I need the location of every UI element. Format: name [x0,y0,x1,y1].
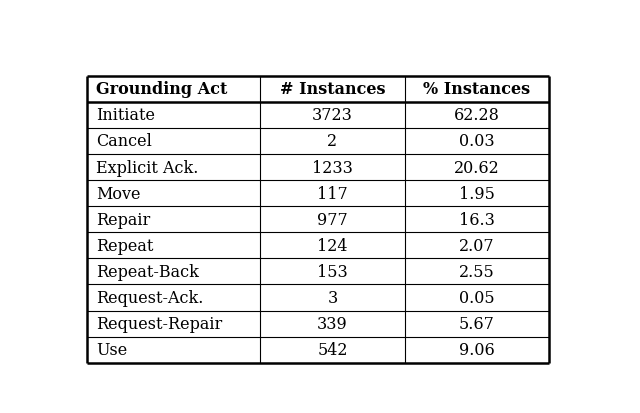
Text: Repeat-Back: Repeat-Back [97,263,199,280]
Text: Request-Repair: Request-Repair [97,315,223,332]
Text: Repair: Repair [97,211,150,228]
Text: Cancel: Cancel [97,133,152,150]
Text: Request-Ack.: Request-Ack. [97,289,204,306]
Text: 1.95: 1.95 [459,185,495,202]
Text: 5.67: 5.67 [459,315,495,332]
Text: 62.28: 62.28 [454,107,500,124]
Text: # Instances: # Instances [280,81,385,98]
Text: 2.07: 2.07 [459,237,495,254]
Text: 16.3: 16.3 [459,211,495,228]
Text: Initiate: Initiate [97,107,156,124]
Text: 3: 3 [328,289,338,306]
Text: Explicit Ack.: Explicit Ack. [97,159,199,176]
Text: 20.62: 20.62 [454,159,499,176]
Text: 124: 124 [317,237,348,254]
Text: 542: 542 [317,341,348,358]
Text: Use: Use [97,341,127,358]
Text: 2.55: 2.55 [459,263,495,280]
Text: 2: 2 [328,133,337,150]
Text: 117: 117 [317,185,348,202]
Text: 339: 339 [317,315,348,332]
Text: Repeat: Repeat [97,237,154,254]
Text: 0.03: 0.03 [459,133,495,150]
Text: 1233: 1233 [312,159,353,176]
Text: Grounding Act: Grounding Act [97,81,228,98]
Text: 977: 977 [317,211,348,228]
Text: 9.06: 9.06 [459,341,495,358]
Text: 153: 153 [317,263,348,280]
Text: Move: Move [97,185,141,202]
Text: % Instances: % Instances [423,81,530,98]
Text: 3723: 3723 [312,107,353,124]
Text: 0.05: 0.05 [459,289,495,306]
